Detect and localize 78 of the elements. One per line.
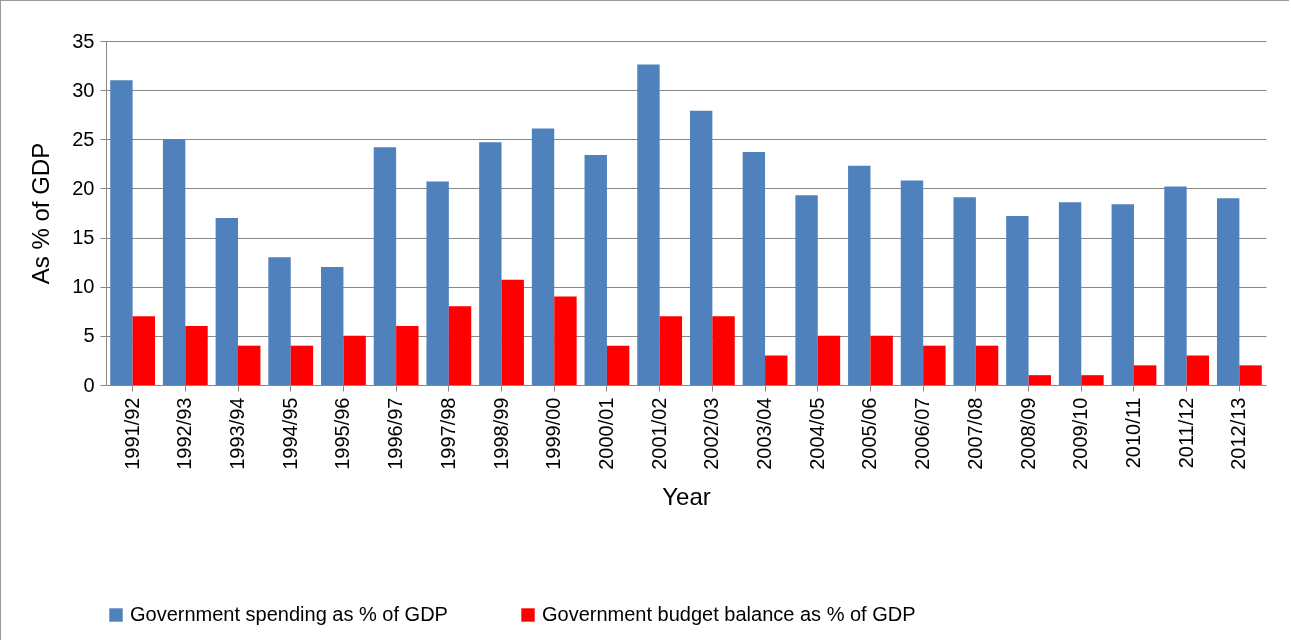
x-tick-label: 2005/06 [858,397,881,470]
x-tick-label: 1999/00 [542,397,565,470]
x-tick-label: 2009/10 [1069,397,1092,470]
x-tick-label: 1998/99 [489,397,512,470]
y-tick-label: 20 [72,176,95,199]
bar [975,345,999,385]
x-tick-label: 2004/05 [805,397,828,470]
bar [110,80,133,385]
bar [1186,355,1210,385]
bar [501,279,524,385]
bar [162,139,186,385]
x-tick-label: 1994/95 [278,397,301,470]
x-tick-label: 2000/01 [594,397,617,470]
bar [659,316,683,385]
bar [396,326,419,385]
x-tick-label: 2008/09 [1016,397,1039,470]
bar [1058,202,1082,385]
bar [1111,204,1134,385]
legend-label: Government spending as % of GDP [130,603,448,625]
x-tick-label: 1996/97 [384,397,407,470]
bar [584,155,607,385]
bar [321,267,344,385]
bar [712,316,735,385]
bar [1164,186,1187,385]
x-tick-label: 1991/92 [120,397,143,470]
bar [742,152,766,385]
x-tick-label: 1995/96 [331,397,354,470]
bar [215,217,239,385]
bar [132,316,156,385]
x-tick-label: 1993/94 [226,397,249,470]
bar [479,142,502,385]
bar [554,296,577,385]
y-tick-label: 5 [83,324,95,347]
y-axis-title: As % of GDP [27,142,55,285]
bar [1133,365,1157,385]
x-tick-label: 2003/04 [753,397,776,470]
bar [870,335,893,385]
legend-label: Government budget balance as % of GDP [542,603,916,625]
bar [848,165,871,385]
y-tick-label: 30 [72,78,95,101]
y-tick-label: 15 [72,226,95,249]
bar [1006,215,1029,385]
bar [373,147,397,385]
bar [185,326,208,385]
bar [689,110,713,385]
x-tick-label: 2007/08 [963,397,986,470]
bar [606,345,630,385]
x-tick-label: 1992/93 [173,397,196,470]
bar [765,355,788,385]
bar [923,345,946,385]
y-tick-label: 35 [72,29,95,52]
x-tick-label: 2002/03 [700,397,723,470]
y-tick-label: 10 [72,275,95,298]
bar [448,306,472,385]
bar [268,257,291,385]
x-tick-label: 1997/98 [436,397,459,470]
x-axis-title: Year [662,482,711,510]
x-tick-label: 2010/11 [1121,397,1144,469]
x-tick-label: 2012/13 [1227,397,1250,470]
bar [953,197,976,385]
bar [637,64,660,385]
bar [1239,365,1262,385]
x-tick-label: 2011/12 [1174,397,1197,469]
bar [1216,198,1240,385]
bar [900,180,924,385]
bar [531,128,555,385]
bar [1081,375,1104,385]
bar [238,345,261,385]
y-tick-label: 25 [72,127,95,150]
x-tick-label: 2001/02 [647,397,670,470]
x-tick-label: 2006/07 [911,397,934,470]
bar [795,195,818,385]
bar [290,345,314,385]
bar [343,335,366,385]
bar [1028,375,1051,385]
bar [817,335,841,385]
bar [426,181,449,385]
y-tick-label: 0 [83,373,95,396]
